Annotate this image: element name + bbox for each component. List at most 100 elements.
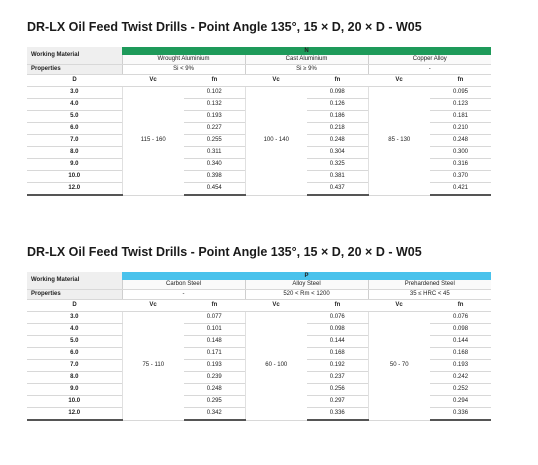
fn-value: 0.095 bbox=[430, 86, 492, 99]
d-value: 5.0 bbox=[27, 110, 122, 123]
d-label: D bbox=[27, 299, 122, 312]
material-property: 520 < Rm < 1200 bbox=[244, 289, 368, 300]
d-value: 9.0 bbox=[27, 383, 122, 396]
fn-value: 0.398 bbox=[184, 170, 245, 183]
fn-value: 0.242 bbox=[430, 371, 492, 384]
working-material-label: Working Material bbox=[27, 272, 122, 290]
fn-value: 0.316 bbox=[430, 158, 492, 171]
data-row: 12.0 0.342 0.336 0.336 bbox=[27, 407, 492, 421]
data-row: 4.0 0.132 0.126 0.123 bbox=[27, 98, 492, 111]
d-value: 8.0 bbox=[27, 371, 122, 384]
d-value: 12.0 bbox=[27, 182, 122, 196]
material-name: Alloy Steel bbox=[244, 280, 368, 290]
data-row: 5.0 0.148 0.144 0.144 bbox=[27, 335, 492, 348]
property-row: Properties Si < 9% Si ≥ 9% - bbox=[27, 64, 492, 75]
fn-value: 0.336 bbox=[430, 407, 492, 421]
table-title: DR-LX Oil Feed Twist Drills - Point Angl… bbox=[27, 245, 422, 259]
vc-label: Vc bbox=[122, 299, 184, 312]
fn-value: 0.192 bbox=[307, 359, 368, 372]
data-row: 8.0 0.311 0.304 0.300 bbox=[27, 146, 492, 159]
data-row: 9.0 0.248 0.256 0.252 bbox=[27, 383, 492, 396]
fn-value: 0.252 bbox=[430, 383, 492, 396]
fn-value: 0.210 bbox=[430, 122, 492, 135]
fn-label: fn bbox=[430, 299, 492, 312]
fn-label: fn bbox=[307, 299, 368, 312]
d-label: D bbox=[27, 74, 122, 87]
fn-value: 0.311 bbox=[184, 146, 245, 159]
fn-value: 0.123 bbox=[430, 98, 492, 111]
vc-label: Vc bbox=[245, 299, 307, 312]
fn-value: 0.076 bbox=[430, 311, 492, 324]
fn-label: fn bbox=[307, 74, 368, 87]
fn-value: 0.454 bbox=[184, 182, 245, 196]
fn-value: 0.102 bbox=[184, 86, 245, 99]
fn-value: 0.304 bbox=[307, 146, 368, 159]
fn-value: 0.381 bbox=[307, 170, 368, 183]
fn-value: 0.098 bbox=[430, 323, 492, 336]
fn-label: fn bbox=[430, 74, 492, 87]
material-name: Prehardened Steel bbox=[367, 280, 492, 290]
d-value: 4.0 bbox=[27, 323, 122, 336]
data-row: 7.0 0.193 0.192 0.193 bbox=[27, 359, 492, 372]
data-row: 7.0 0.255 0.248 0.248 bbox=[27, 134, 492, 147]
spec-table: Working Material P Carbon Steel Alloy Steel… bbox=[27, 272, 492, 421]
fn-value: 0.370 bbox=[430, 170, 492, 183]
vc-value: 75 - 110 bbox=[121, 311, 184, 421]
material-property: - bbox=[121, 289, 245, 300]
fn-value: 0.227 bbox=[184, 122, 245, 135]
vc-label: Vc bbox=[122, 74, 184, 87]
fn-value: 0.295 bbox=[184, 395, 245, 408]
fn-value: 0.256 bbox=[307, 383, 368, 396]
fn-value: 0.186 bbox=[307, 110, 368, 123]
d-value: 6.0 bbox=[27, 347, 122, 360]
material-name: Wrought Aluminium bbox=[121, 55, 245, 65]
vc-label: Vc bbox=[245, 74, 307, 87]
fn-value: 0.193 bbox=[184, 110, 245, 123]
fn-value: 0.148 bbox=[184, 335, 245, 348]
fn-value: 0.239 bbox=[184, 371, 245, 384]
material-property: 35 ≤ HRC < 45 bbox=[367, 289, 492, 300]
d-value: 7.0 bbox=[27, 134, 122, 147]
fn-value: 0.218 bbox=[307, 122, 368, 135]
data-row: 10.0 0.295 0.297 0.294 bbox=[27, 395, 492, 408]
vc-value: 60 - 100 bbox=[244, 311, 307, 421]
fn-value: 0.168 bbox=[307, 347, 368, 360]
property-row: Properties -520 < Rm < 1200 35 ≤ HRC < 45 bbox=[27, 289, 492, 300]
fn-label: fn bbox=[184, 74, 245, 87]
fn-value: 0.340 bbox=[184, 158, 245, 171]
fn-value: 0.437 bbox=[307, 182, 368, 196]
d-value: 12.0 bbox=[27, 407, 122, 421]
fn-value: 0.077 bbox=[184, 311, 245, 324]
table-title: DR-LX Oil Feed Twist Drills - Point Angl… bbox=[27, 20, 422, 34]
vc-value: 100 - 140 bbox=[244, 86, 307, 196]
group-row: Working Material P bbox=[27, 272, 492, 290]
data-row: 5.0 0.193 0.186 0.181 bbox=[27, 110, 492, 123]
d-value: 4.0 bbox=[27, 98, 122, 111]
vc-value: 50 - 70 bbox=[367, 311, 430, 421]
fn-value: 0.248 bbox=[307, 134, 368, 147]
fn-value: 0.248 bbox=[430, 134, 492, 147]
fn-value: 0.421 bbox=[430, 182, 492, 196]
fn-value: 0.193 bbox=[430, 359, 492, 372]
properties-label: Properties bbox=[27, 64, 122, 75]
working-material-label: Working Material bbox=[27, 47, 122, 65]
material-name: Copper Alloy bbox=[367, 55, 492, 65]
d-value: 5.0 bbox=[27, 335, 122, 348]
data-row: 3.0 75 - 110 0.077 60 - 100 0.076 50 - 70 0.07… bbox=[27, 311, 492, 421]
group-row: Working Material N bbox=[27, 47, 492, 65]
data-row: 6.0 0.227 0.218 0.210 bbox=[27, 122, 492, 135]
fn-value: 0.126 bbox=[307, 98, 368, 111]
spec-table: Working Material N Wrought Aluminium Cast A… bbox=[27, 47, 492, 196]
material-name: Carbon Steel bbox=[121, 280, 245, 290]
group-band: P bbox=[122, 272, 492, 280]
fn-value: 0.294 bbox=[430, 395, 492, 408]
fn-value: 0.181 bbox=[430, 110, 492, 123]
data-row: 6.0 0.171 0.168 0.168 bbox=[27, 347, 492, 360]
d-value: 6.0 bbox=[27, 122, 122, 135]
fn-value: 0.237 bbox=[307, 371, 368, 384]
data-row: 8.0 0.239 0.237 0.242 bbox=[27, 371, 492, 384]
subheader-row: D Vc fn Vc fn Vc fn bbox=[27, 74, 492, 87]
data-row: 3.0 115 - 160 0.102 100 - 140 0.098 85 - 130 0… bbox=[27, 86, 492, 196]
d-value: 8.0 bbox=[27, 146, 122, 159]
